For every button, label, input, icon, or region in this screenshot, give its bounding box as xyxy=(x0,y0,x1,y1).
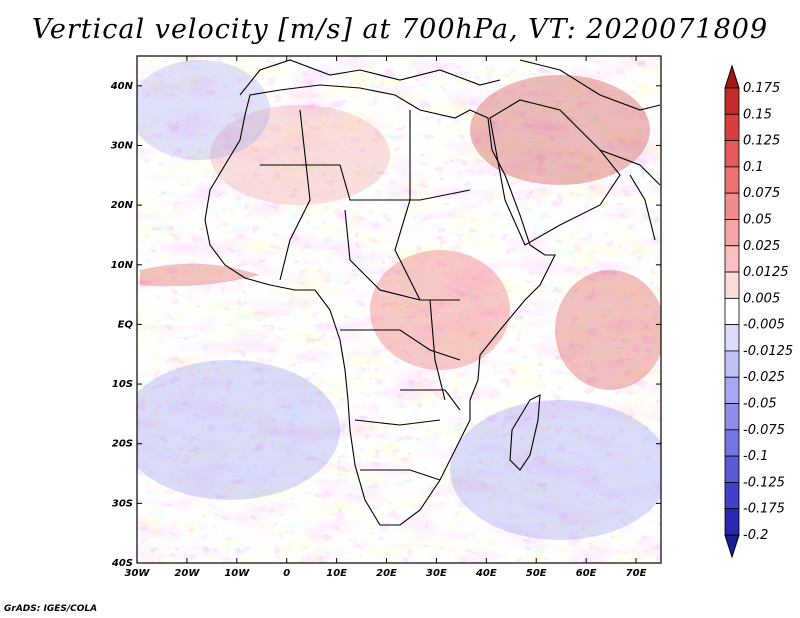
map-title: Vertical velocity [m/s] at 700hPa, VT: 2… xyxy=(31,14,769,45)
colorbar-bin xyxy=(724,508,740,536)
colorbar-bottom-arrow xyxy=(724,534,740,559)
colorbar-bin xyxy=(724,192,740,220)
colorbar-label: 0.15 xyxy=(743,107,772,122)
colorbar-bin xyxy=(724,482,740,510)
colorbar-bin xyxy=(724,113,740,141)
colorbar-bin xyxy=(724,166,740,194)
map-axes: 30W 20W 10W 0 10E 20E 30E 40E 50E 60E 70E 40N 30N 20N… xyxy=(110,56,661,579)
velocity-field xyxy=(137,56,661,563)
plot-frame xyxy=(136,55,662,564)
colorbar-label: -0.1 xyxy=(743,449,768,464)
colorbar-label: 0.025 xyxy=(743,239,780,254)
credit-text: GrADS: IGES/COLA xyxy=(4,604,98,614)
y-tick-label: 40S xyxy=(111,558,133,569)
colorbar-label: 0.175 xyxy=(743,81,780,96)
x-tick-label: 40E xyxy=(475,568,497,579)
x-tick-label: 60E xyxy=(576,568,597,579)
colorbar-bin xyxy=(724,350,740,378)
x-tick-label: 20E xyxy=(376,568,397,579)
x-tick-label: 10E xyxy=(326,568,347,579)
colorbar-label: 0.075 xyxy=(743,186,780,201)
colorbar-bin xyxy=(724,87,740,115)
y-tick-label: 20S xyxy=(112,439,133,450)
y-tick-label: 10S xyxy=(112,379,133,390)
colorbar-label: 0.005 xyxy=(743,291,780,306)
coastlines xyxy=(204,59,661,526)
y-tick-label: 30N xyxy=(111,140,134,151)
x-tick-label: 20W xyxy=(174,568,200,579)
colorbar-label: 0.1 xyxy=(743,160,764,175)
y-tick-label: 40N xyxy=(110,81,134,92)
colorbar-label: -0.025 xyxy=(743,370,785,385)
x-tick-label: 50E xyxy=(526,568,547,579)
y-tick-label: 20N xyxy=(111,200,134,211)
colorbar-label: -0.2 xyxy=(743,528,768,543)
x-tick-label: 70E xyxy=(626,568,647,579)
colorbar-top-arrow xyxy=(724,64,740,89)
x-tick-label: 10W xyxy=(224,568,250,579)
colorbar-bin xyxy=(724,403,740,431)
x-tick-label: 30W xyxy=(125,568,151,579)
colorbar-label: 0.05 xyxy=(743,212,772,227)
y-tick-label: 30S xyxy=(112,498,133,509)
colorbar-bin xyxy=(724,376,740,404)
colorbar-bin xyxy=(724,219,740,247)
x-tick-label: 30E xyxy=(426,568,447,579)
colorbar-label: 0.125 xyxy=(743,134,780,149)
colorbar-label: -0.125 xyxy=(743,475,785,490)
x-tick-label: 0 xyxy=(283,568,290,579)
colorbar-label: -0.05 xyxy=(743,397,777,412)
colorbar-label: 0.0125 xyxy=(743,265,789,280)
colorbar-label: -0.075 xyxy=(743,423,785,438)
colorbar-label: -0.005 xyxy=(743,318,785,333)
colorbar-bin xyxy=(724,297,740,326)
colorbar-bin xyxy=(724,271,740,299)
colorbar-bin xyxy=(724,455,740,483)
colorbar-bin xyxy=(724,140,740,168)
colorbar-bin xyxy=(724,324,740,352)
colorbar: 0.175 0.15 0.125 0.1 0.075 0.05 0.025 0.0125 0.0… xyxy=(724,64,793,559)
y-tick-label: 10N xyxy=(111,260,134,271)
colorbar-bin xyxy=(724,429,740,457)
y-tick-label: EQ xyxy=(118,319,134,330)
colorbar-label: -0.175 xyxy=(743,502,785,517)
colorbar-bin xyxy=(724,245,740,273)
colorbar-label: -0.0125 xyxy=(743,344,793,359)
